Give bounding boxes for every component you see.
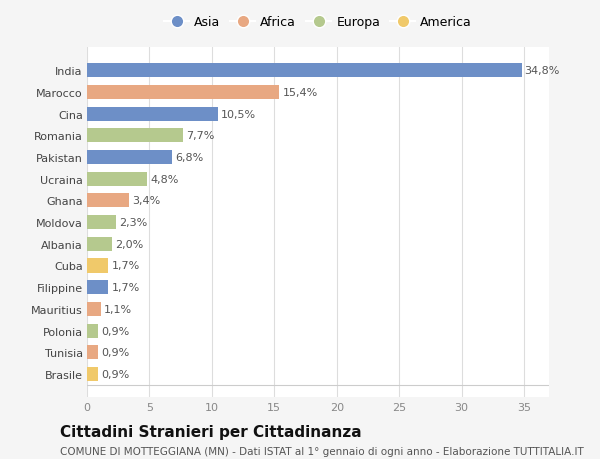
Bar [87, 237, 112, 251]
Bar [87, 367, 98, 381]
Text: 0,9%: 0,9% [101, 326, 130, 336]
Bar [87, 151, 172, 165]
Text: 2,0%: 2,0% [115, 239, 143, 249]
Text: 7,7%: 7,7% [186, 131, 215, 141]
Text: 15,4%: 15,4% [283, 88, 317, 98]
Text: 4,8%: 4,8% [150, 174, 178, 185]
Bar [87, 346, 98, 359]
Bar [87, 64, 521, 78]
Bar [87, 129, 183, 143]
Text: 1,1%: 1,1% [104, 304, 132, 314]
Bar [87, 302, 101, 316]
Text: 0,9%: 0,9% [101, 369, 130, 379]
Bar [87, 280, 108, 295]
Bar [87, 216, 116, 230]
Text: 34,8%: 34,8% [524, 66, 560, 76]
Text: 0,9%: 0,9% [101, 347, 130, 358]
Bar [87, 172, 147, 186]
Text: Cittadini Stranieri per Cittadinanza: Cittadini Stranieri per Cittadinanza [60, 425, 362, 440]
Bar [87, 259, 108, 273]
Text: COMUNE DI MOTTEGGIANA (MN) - Dati ISTAT al 1° gennaio di ogni anno - Elaborazion: COMUNE DI MOTTEGGIANA (MN) - Dati ISTAT … [60, 446, 584, 456]
Legend: Asia, Africa, Europa, America: Asia, Africa, Europa, America [160, 12, 476, 33]
Text: 3,4%: 3,4% [133, 196, 161, 206]
Bar [87, 194, 130, 208]
Text: 10,5%: 10,5% [221, 109, 256, 119]
Text: 2,3%: 2,3% [119, 218, 147, 228]
Bar [87, 107, 218, 122]
Text: 1,7%: 1,7% [112, 283, 140, 292]
Bar [87, 324, 98, 338]
Text: 6,8%: 6,8% [175, 153, 203, 162]
Text: 1,7%: 1,7% [112, 261, 140, 271]
Bar [87, 86, 279, 100]
